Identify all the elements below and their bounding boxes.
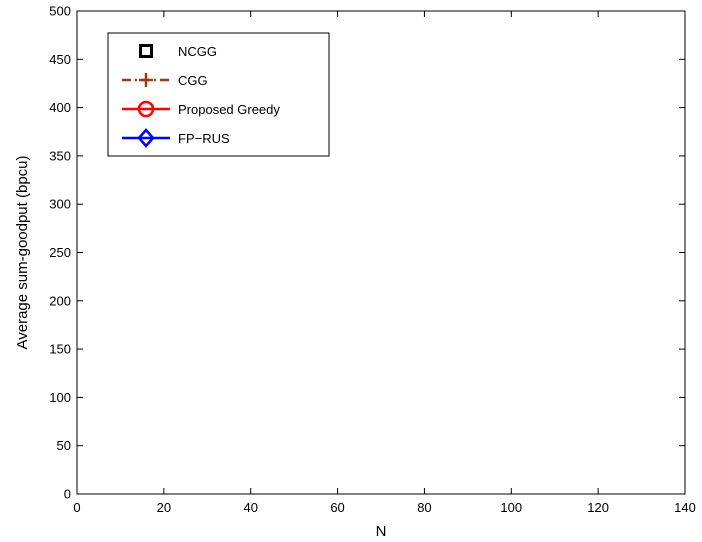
legend-box <box>107 32 330 157</box>
y-axis-label: Average sum-goodput (bpcu) <box>14 155 31 349</box>
y-tick-label: 450 <box>49 52 71 67</box>
x-tick-label: 100 <box>500 500 522 515</box>
y-tick-label: 500 <box>49 4 71 19</box>
legend-label-cgg: CGG <box>178 73 208 88</box>
x-tick-label: 60 <box>330 500 344 515</box>
y-tick-label: 100 <box>49 390 71 405</box>
y-tick-label: 50 <box>57 438 71 453</box>
legend-item-ncgg: NCGG <box>139 44 217 59</box>
x-tick-label: 80 <box>417 500 431 515</box>
legend-item-cgg: CGG <box>122 73 208 88</box>
legend-item-proposed-greedy: Proposed Greedy <box>122 100 280 118</box>
legend: NCGG CGG Proposed Greedy FP−RUS <box>107 32 330 157</box>
legend-marker-ncgg <box>139 44 153 58</box>
x-tick-label: 0 <box>73 500 80 515</box>
x-tick-label: 20 <box>157 500 171 515</box>
legend-item-fp-rus: FP−RUS <box>122 128 230 148</box>
x-tick-label: 120 <box>587 500 609 515</box>
y-tick-label: 200 <box>49 293 71 308</box>
y-tick-label: 150 <box>49 342 71 357</box>
legend-label-proposed-greedy: Proposed Greedy <box>178 102 280 117</box>
y-tick-label: 250 <box>49 245 71 260</box>
y-tick-label: 300 <box>49 197 71 212</box>
legend-marker-cgg <box>139 73 153 87</box>
legend-label-fp-rus: FP−RUS <box>178 131 230 146</box>
legend-label-ncgg: NCGG <box>178 44 217 59</box>
y-tick-label: 400 <box>49 100 71 115</box>
x-tick-label: 140 <box>674 500 696 515</box>
y-tick-label: 0 <box>64 487 71 502</box>
x-tick-label: 40 <box>243 500 257 515</box>
y-tick-label: 350 <box>49 148 71 163</box>
legend-marker-proposed-greedy <box>137 100 155 118</box>
x-axis-label: N <box>376 523 387 540</box>
legend-marker-fp-rus <box>137 128 155 148</box>
